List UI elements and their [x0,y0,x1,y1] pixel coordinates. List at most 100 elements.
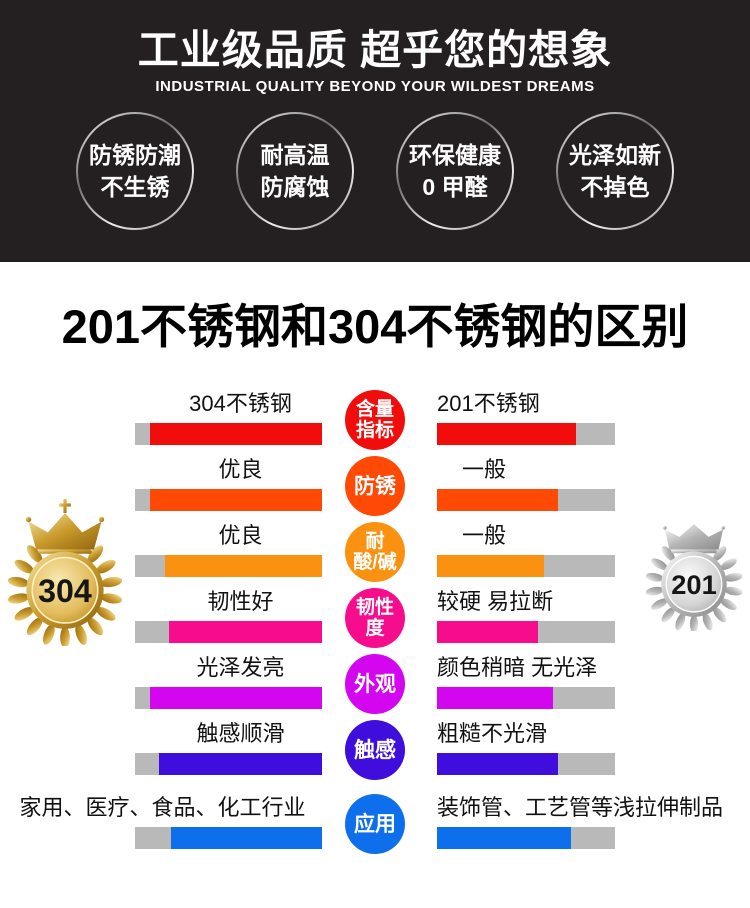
comparison-row-content: 304不锈钢 含量 指标 201不锈钢 [0,388,750,454]
category-line: 韧性 [355,597,394,618]
feature-line: 防腐蚀 [260,174,330,200]
feature-circle-eco-friendly: 环保健康 0 甲醛 [396,112,514,230]
bar-gray-cap [558,489,615,511]
category-badge: 触感 [345,720,405,780]
section-title: 201不锈钢和304不锈钢的区别 [61,300,689,353]
bar-gray-cap [543,555,615,577]
feature-line: 不掉色 [580,174,650,200]
category-badge: 应用 [345,794,405,854]
bar-fill [149,423,322,445]
category-badge: 防锈 [345,456,405,516]
left-bar [135,753,322,775]
right-bar [437,621,615,643]
left-value-label: 触感顺滑 [196,721,285,746]
gold-medal-304: 304 [6,498,124,647]
feature-line: 光泽如新 [569,142,661,168]
left-bar [135,555,322,577]
left-bar [135,489,322,511]
left-bar [135,687,322,709]
right-value-label: 颜色稍暗 无光泽 [437,655,598,680]
category-line: 酸/碱 [353,552,397,573]
left-value-label: 优良 [218,523,263,548]
bar-fill [170,827,322,849]
category-line: 耐 [365,531,385,552]
bar-fill [437,423,576,445]
comparison-row-rustproof: 优良 防锈 一般 [0,454,750,520]
right-bar [437,555,615,577]
bar-gray-cap [135,555,165,577]
bar-fill [437,489,559,511]
comparison-row-application: 家用、医疗、食品、化工行业 应用 装饰管、工艺管等浅拉伸制品 [0,792,750,858]
feature-circle-row: 防锈防潮 不生锈 耐高温 防腐蚀 环保健康 0 甲醛 光泽如新 不掉 [0,112,750,230]
left-bar [135,423,322,445]
feature-text: 光泽如新 不掉色 [558,114,672,228]
category-line: 应用 [354,812,396,836]
header-title: 工业级品质 超乎您的想象 [137,27,613,73]
feature-line: 0 甲醛 [422,174,488,200]
bar-gray-cap [135,423,150,445]
silver-medal-icon: 201 [645,524,743,632]
left-value-label: 优良 [218,457,263,482]
bar-fill [437,621,539,643]
category-badge: 外观 [345,654,405,714]
right-value-label: 粗糙不光滑 [437,721,548,746]
right-bar [437,753,615,775]
left-value-label: 光泽发亮 [196,655,285,680]
bar-fill [164,555,322,577]
medal-face [665,555,723,613]
category-badge: 韧性 度 [345,588,405,648]
feature-line: 环保健康 [409,142,501,168]
category-badge: 耐 酸/碱 [345,522,405,582]
feature-line: 不生锈 [100,174,170,200]
laurel-wreath [7,545,123,647]
left-bar [135,621,322,643]
left-value-label: 家用、医疗、食品、化工行业 [19,795,306,820]
bar-gray-cap [570,827,615,849]
feature-text: 环保健康 0 甲醛 [398,114,512,228]
bar-fill [437,753,559,775]
left-bar [135,827,322,849]
category-line: 触感 [354,738,396,762]
feature-circle-lasting-gloss: 光泽如新 不掉色 [556,112,674,230]
bar-gray-cap [135,687,150,709]
feature-text: 耐高温 防腐蚀 [238,114,352,228]
bar-gray-cap [538,621,615,643]
feature-line: 防锈防潮 [89,142,181,168]
bar-fill [437,687,553,709]
category-line: 外观 [354,672,396,696]
feature-circle-heat-resistant: 耐高温 防腐蚀 [236,112,354,230]
bar-gray-cap [135,827,171,849]
bar-fill [437,827,571,849]
right-value-label: 一般 [462,523,507,548]
feature-circle-rustproof: 防锈防潮 不生锈 [76,112,194,230]
right-value-label: 较硬 易拉断 [437,589,554,614]
silver-medal-201: 201 [644,506,744,632]
bar-gray-cap [135,621,169,643]
left-value-label: 韧性好 [207,589,274,614]
right-bar [437,687,615,709]
category-line: 防锈 [354,474,396,498]
comparison-chart: 304不锈钢 含量 指标 201不锈钢 优良 防锈 一般 优良 耐 酸 [0,388,750,858]
right-value-label: 一般 [462,457,507,482]
category-line: 指标 [355,420,394,441]
right-bar [437,489,615,511]
bar-gray-cap [558,753,615,775]
feature-text: 防锈防潮 不生锈 [78,114,192,228]
right-bar [437,827,615,849]
bar-gray-cap [135,489,150,511]
comparison-row-appearance: 光泽发亮 外观 颜色稍暗 无光泽 [0,652,750,718]
comparison-row-touch: 触感顺滑 触感 粗糙不光滑 [0,718,750,784]
gold-medal-icon: 304 [7,499,123,647]
category-line: 度 [365,618,385,639]
medal-face [31,556,99,624]
category-line: 含量 [355,399,394,420]
right-value-label: 装饰管、工艺管等浅拉伸制品 [437,795,724,820]
bar-gray-cap [575,423,615,445]
feature-line: 耐高温 [260,142,330,168]
bar-fill [437,555,544,577]
bar-gray-cap [135,753,160,775]
comparison-row-acid-alkali: 优良 耐 酸/碱 一般 [0,520,750,586]
right-bar [437,423,615,445]
header-banner: 工业级品质 超乎您的想象 INDUSTRIAL QUALITY BEYOND Y… [0,0,750,262]
